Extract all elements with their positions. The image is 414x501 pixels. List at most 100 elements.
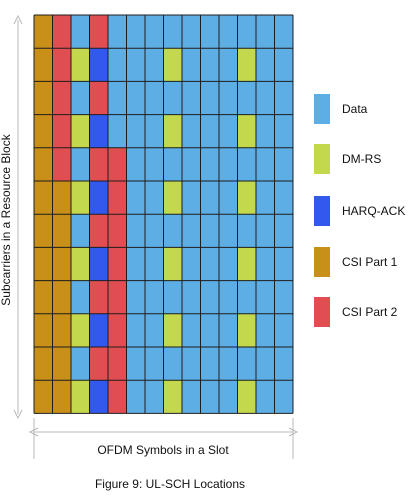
- resource-cell-data: [108, 81, 127, 115]
- resource-cell-data: [145, 114, 164, 148]
- resource-cell-data: [182, 81, 201, 115]
- resource-cell-csi-part-2: [108, 280, 127, 314]
- legend-item-harq-ack: HARQ-ACK: [314, 196, 405, 226]
- resource-cell-data: [237, 214, 256, 248]
- resource-cell-csi-part-1: [52, 380, 71, 414]
- resource-cell-dm-rs: [163, 114, 182, 148]
- legend-item-csi-part-1: CSI Part 1: [314, 247, 397, 277]
- resource-cell-csi-part-2: [89, 280, 108, 314]
- resource-cell-data: [145, 48, 164, 82]
- legend-label-csi-part-1: CSI Part 1: [342, 255, 398, 269]
- resource-cell-harq-ack: [89, 181, 108, 215]
- figure-caption: Figure 9: UL-SCH Locations: [94, 477, 246, 491]
- resource-cell-data: [256, 214, 275, 248]
- resource-cell-csi-part-2: [89, 15, 108, 49]
- resource-cell-dm-rs: [71, 48, 90, 82]
- resource-cell-data: [219, 181, 238, 215]
- resource-cell-csi-part-2: [108, 181, 127, 215]
- resource-cell-dm-rs: [237, 48, 256, 82]
- resource-cell-data: [145, 247, 164, 281]
- resource-cell-dm-rs: [163, 313, 182, 347]
- resource-cell-data: [145, 347, 164, 381]
- resource-cell-data: [163, 214, 182, 248]
- resource-cell-dm-rs: [237, 380, 256, 414]
- resource-cell-csi-part-1: [34, 247, 53, 281]
- resource-cell-csi-part-2: [89, 147, 108, 181]
- resource-cell-data: [182, 114, 201, 148]
- resource-cell-data: [200, 313, 219, 347]
- resource-cell-data: [182, 380, 201, 414]
- resource-cell-data: [126, 347, 145, 381]
- resource-cell-data: [126, 48, 145, 82]
- resource-cell-data: [108, 48, 127, 82]
- resource-cell-csi-part-2: [89, 81, 108, 115]
- resource-cell-csi-part-2: [108, 380, 127, 414]
- resource-cell-data: [219, 313, 238, 347]
- resource-cell-data: [256, 114, 275, 148]
- resource-cell-data: [71, 15, 90, 49]
- resource-cell-csi-part-1: [34, 380, 53, 414]
- resource-grid-diagram: Subcarriers in a Resource Block OFDM Sym…: [0, 14, 299, 459]
- resource-cell-data: [219, 380, 238, 414]
- resource-cell-csi-part-2: [89, 214, 108, 248]
- resource-cell-data: [237, 15, 256, 49]
- resource-cell-data: [182, 347, 201, 381]
- resource-cell-data: [200, 214, 219, 248]
- resource-cell-csi-part-2: [52, 81, 71, 115]
- resource-cell-data: [126, 313, 145, 347]
- resource-cell-data: [274, 313, 293, 347]
- resource-cell-data: [163, 147, 182, 181]
- resource-cell-harq-ack: [89, 380, 108, 414]
- resource-cell-data: [182, 15, 201, 49]
- resource-cell-data: [219, 247, 238, 281]
- resource-cell-data: [200, 247, 219, 281]
- resource-cell-csi-part-1: [52, 214, 71, 248]
- resource-cell-csi-part-1: [34, 280, 53, 314]
- resource-cell-data: [219, 147, 238, 181]
- resource-cell-data: [163, 15, 182, 49]
- resource-cell-data: [145, 313, 164, 347]
- resource-cell-csi-part-1: [34, 313, 53, 347]
- resource-cell-csi-part-1: [34, 181, 53, 215]
- resource-cell-data: [71, 147, 90, 181]
- resource-cell-data: [274, 81, 293, 115]
- resource-cell-data: [145, 380, 164, 414]
- resource-cell-data: [163, 81, 182, 115]
- resource-cell-data: [274, 380, 293, 414]
- resource-grid-cells: [34, 15, 293, 414]
- resource-cell-data: [256, 280, 275, 314]
- resource-cell-data: [163, 347, 182, 381]
- resource-cell-csi-part-1: [34, 214, 53, 248]
- resource-cell-data: [274, 147, 293, 181]
- resource-cell-data: [126, 114, 145, 148]
- resource-cell-data: [237, 81, 256, 115]
- resource-cell-data: [145, 81, 164, 115]
- resource-cell-data: [219, 15, 238, 49]
- legend-swatch-data: [314, 94, 330, 124]
- resource-cell-data: [108, 15, 127, 49]
- resource-cell-data: [182, 247, 201, 281]
- resource-cell-csi-part-1: [34, 147, 53, 181]
- resource-cell-data: [200, 280, 219, 314]
- resource-cell-data: [256, 81, 275, 115]
- resource-cell-data: [200, 48, 219, 82]
- resource-cell-data: [126, 81, 145, 115]
- resource-cell-csi-part-1: [52, 280, 71, 314]
- resource-cell-data: [182, 214, 201, 248]
- resource-cell-data: [145, 181, 164, 215]
- resource-cell-csi-part-2: [89, 347, 108, 381]
- resource-cell-data: [145, 214, 164, 248]
- resource-cell-data: [126, 280, 145, 314]
- resource-cell-data: [200, 181, 219, 215]
- resource-cell-data: [274, 48, 293, 82]
- resource-cell-csi-part-1: [34, 81, 53, 115]
- resource-cell-dm-rs: [163, 48, 182, 82]
- resource-cell-data: [219, 214, 238, 248]
- resource-cell-dm-rs: [163, 247, 182, 281]
- resource-cell-csi-part-2: [52, 15, 71, 49]
- resource-cell-data: [126, 147, 145, 181]
- resource-cell-data: [219, 280, 238, 314]
- resource-cell-data: [71, 214, 90, 248]
- legend-swatch-csi-part-1: [314, 247, 330, 277]
